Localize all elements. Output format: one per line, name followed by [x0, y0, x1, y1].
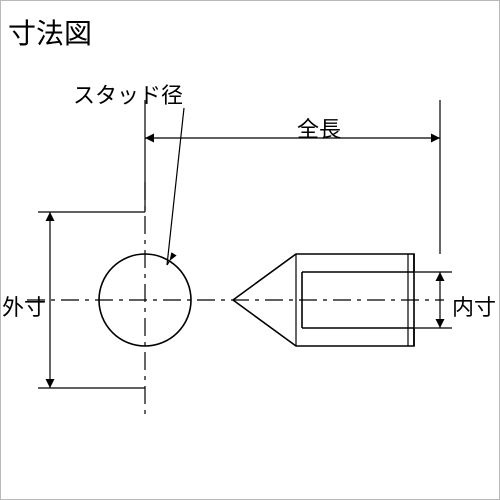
- dimension-drawing-svg: [0, 0, 500, 500]
- diagram-canvas: 寸法図 スタッド径 全長 外寸 内寸: [0, 0, 500, 500]
